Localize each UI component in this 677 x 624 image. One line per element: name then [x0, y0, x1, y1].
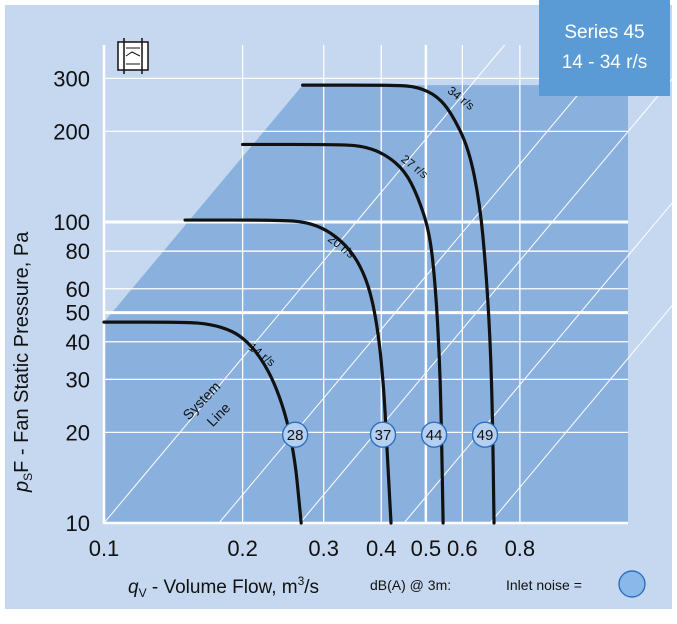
noise-circle-2 — [369, 421, 397, 448]
y-tick-label-30: 30 — [66, 367, 90, 392]
x-axis-title: qV - Volume Flow, m3/s — [128, 574, 319, 600]
noise-value-3: 44 — [426, 427, 443, 444]
curve-34-r-s — [301, 83, 496, 525]
y-tick-label-300: 300 — [53, 66, 90, 91]
noise-circle-3 — [420, 421, 448, 448]
series-badge: Series 45 14 - 34 r/s — [539, 0, 670, 96]
series-name: Series 45 — [564, 22, 645, 43]
fan-diagram-icon — [117, 38, 149, 74]
noise-value-2: 37 — [375, 427, 392, 444]
y-tick-label-10: 10 — [66, 511, 90, 536]
system-line-1 — [103, 44, 506, 524]
fan-icon-blades — [125, 47, 141, 65]
curve-20-r-s — [183, 218, 393, 525]
inlet-noise-label: Inlet noise = — [506, 577, 582, 593]
x-tick-label-0_1: 0.1 — [89, 536, 120, 561]
y-tick-label-20: 20 — [66, 420, 90, 445]
fan-icon-box — [117, 41, 149, 71]
y-tick-label-200: 200 — [53, 119, 90, 144]
noise-circle-1 — [281, 421, 309, 448]
noise-value-1: 28 — [287, 427, 304, 444]
x-tick-label-0_2: 0.2 — [227, 536, 258, 561]
x-tick-label-0_8: 0.8 — [505, 536, 536, 561]
dba-label: dB(A) @ 3m: — [370, 577, 451, 593]
inlet-noise-legend-circle — [618, 570, 646, 598]
y-tick-label-80: 80 — [66, 239, 90, 264]
system-line-5 — [489, 299, 677, 524]
x-tick-label-0_6: 0.6 — [447, 536, 478, 561]
curve-14-r-s — [102, 320, 303, 525]
y-tick-label-100: 100 — [53, 210, 90, 235]
noise-circle-4 — [471, 421, 499, 448]
noise-value-4: 49 — [477, 427, 494, 444]
x-tick-label-0_4: 0.4 — [366, 536, 397, 561]
y-tick-label-50: 50 — [66, 301, 90, 326]
system-line-4 — [403, 196, 677, 524]
curve-27-r-s — [241, 142, 445, 525]
x-tick-label-0_5: 0.5 — [411, 536, 442, 561]
y-tick-label-40: 40 — [66, 330, 90, 355]
y-axis-title: pSF - Fan Static Pressure, Pa — [11, 231, 35, 493]
operating-region — [104, 85, 628, 523]
series-speed-range: 14 - 34 r/s — [561, 52, 648, 73]
system-line-3 — [299, 72, 677, 524]
y-tick-label-60: 60 — [66, 277, 90, 302]
x-tick-label-0_3: 0.3 — [308, 536, 339, 561]
